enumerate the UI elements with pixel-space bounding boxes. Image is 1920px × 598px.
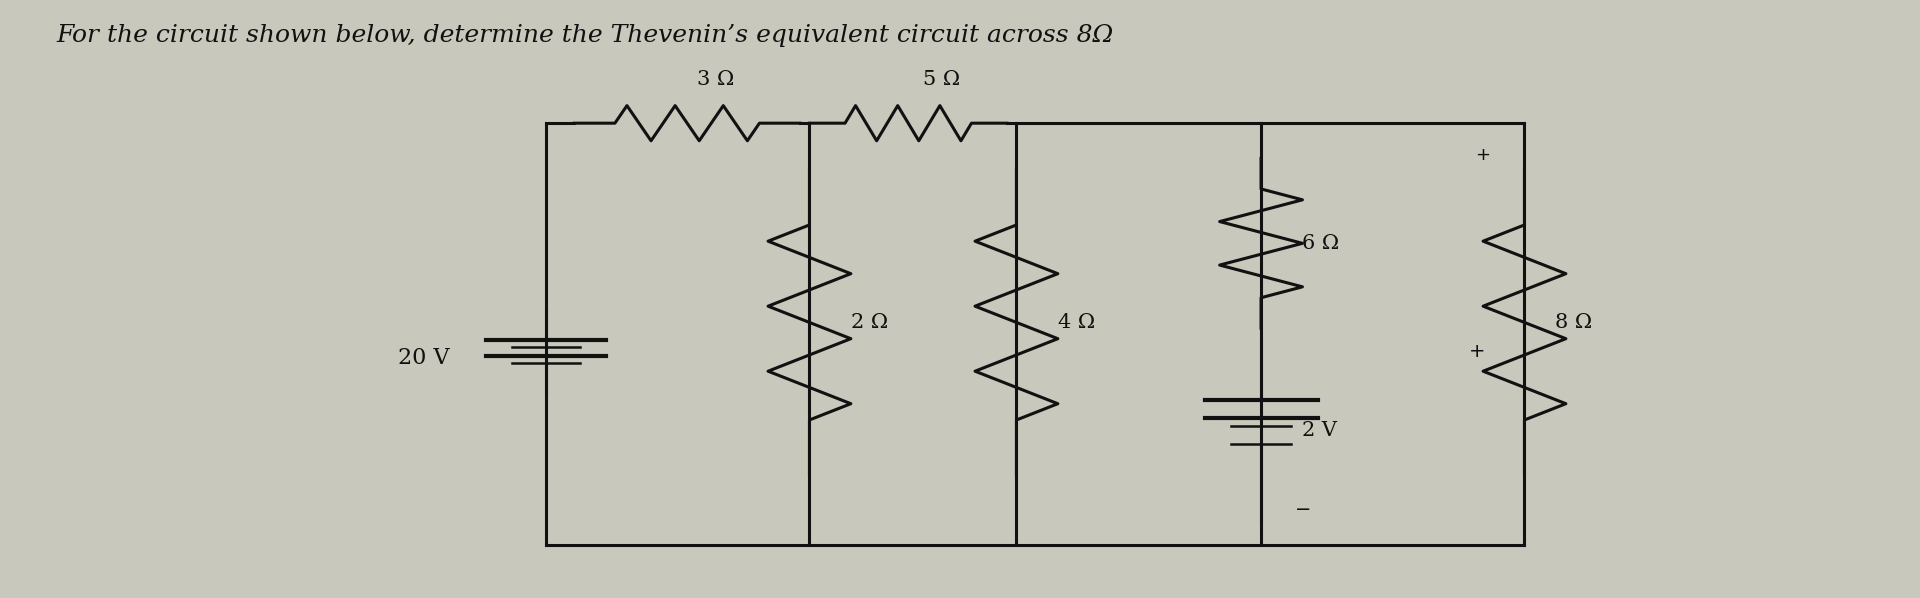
Text: +: + bbox=[1469, 342, 1486, 361]
Text: 3 Ω: 3 Ω bbox=[697, 70, 733, 89]
Text: 6 Ω: 6 Ω bbox=[1302, 234, 1340, 253]
Text: +: + bbox=[1476, 147, 1490, 164]
Text: 4 Ω: 4 Ω bbox=[1058, 313, 1094, 332]
Text: For the circuit shown below, determine the Thevenin’s equivalent circuit across : For the circuit shown below, determine t… bbox=[58, 23, 1114, 47]
Text: −: − bbox=[1294, 500, 1311, 518]
Text: 20 V: 20 V bbox=[397, 347, 449, 368]
Text: 2 Ω: 2 Ω bbox=[851, 313, 887, 332]
Text: 5 Ω: 5 Ω bbox=[924, 70, 960, 89]
Text: 2 V: 2 V bbox=[1302, 422, 1338, 440]
Text: 8 Ω: 8 Ω bbox=[1555, 313, 1592, 332]
